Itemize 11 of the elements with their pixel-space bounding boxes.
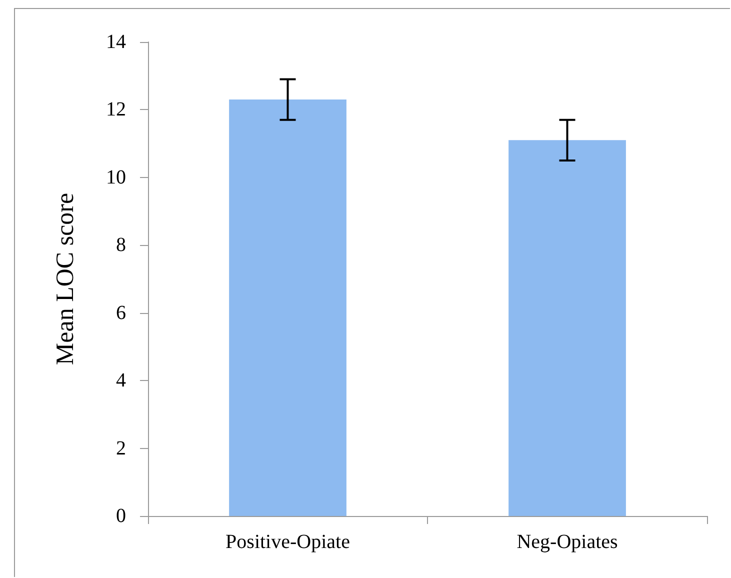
y-tick-label: 4	[116, 370, 126, 392]
y-tick-label: 12	[106, 98, 126, 121]
y-tick-label: 10	[106, 166, 126, 188]
y-tick-label: 8	[116, 234, 126, 256]
y-tick-label: 0	[116, 505, 126, 527]
y-tick-label: 2	[116, 437, 126, 460]
x-tick-label: Positive-Opiate	[226, 531, 350, 553]
y-axis-title: Mean LOC score	[52, 192, 79, 366]
y-tick-label: 14	[106, 31, 126, 53]
x-tick-label: Neg-Opiates	[516, 531, 618, 553]
y-tick-label: 6	[116, 302, 126, 324]
